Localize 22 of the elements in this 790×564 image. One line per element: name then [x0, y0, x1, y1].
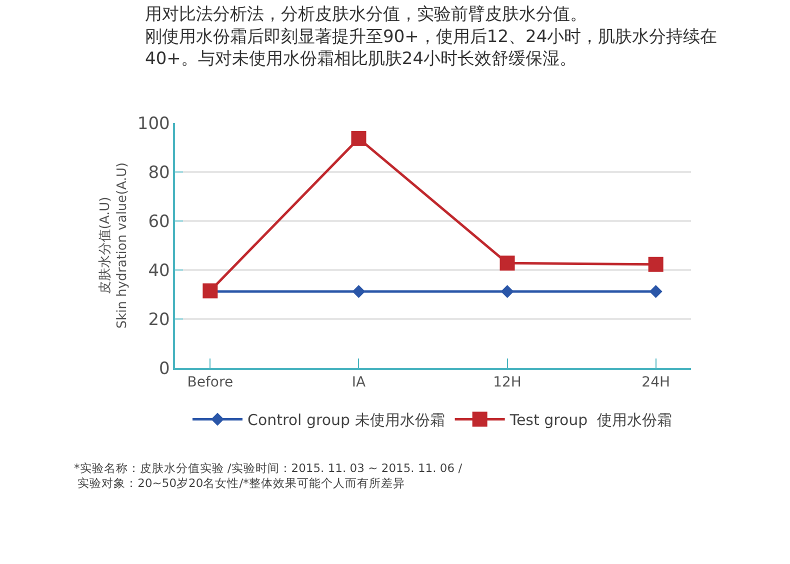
x-tick-label: Before — [187, 374, 234, 391]
chart-title: 用对比法分析法，分析皮肤水分值，实验前臂皮肤水分值。 — [145, 4, 587, 25]
point — [500, 285, 514, 298]
y-tick-label: 0 — [159, 358, 170, 379]
y-tick-label: 20 — [148, 310, 170, 330]
legend-label: Control group 未使用水份霜 — [248, 411, 445, 430]
point — [500, 256, 515, 271]
x-tick-label: 12H — [493, 374, 522, 391]
y-tick-label: 80 — [148, 162, 170, 183]
y-tick-label: 60 — [148, 212, 170, 232]
chart-subtitle: 刚使用水份霜后即刻显著提升至90+，使用后12、24小时，肌肤水分持续在40+。与对未使用水份霜相比肌肤24小时长效舒缓保湿。 — [145, 26, 718, 69]
point — [351, 130, 366, 146]
text: *实验名称：皮肤水分值实验 /实验时间：2015. 11. 03 ~ 2015. 11. 06 / 实验对象：20~50岁20名女性/*整体效果可能个人而有所差异 — [74, 461, 462, 490]
point — [649, 285, 662, 298]
point — [352, 285, 366, 298]
point — [648, 256, 664, 272]
x-tick-label: 24H — [642, 374, 670, 391]
y-tick-label: 40 — [148, 260, 170, 281]
legend-label: Test group 使用水份霜 — [508, 411, 672, 430]
x-tick-label: IA — [352, 374, 366, 391]
y-tick-label: 100 — [137, 114, 170, 134]
y-axis-title: 皮肤水分值(A.U) Skin hydration value(A.U) — [98, 162, 130, 329]
